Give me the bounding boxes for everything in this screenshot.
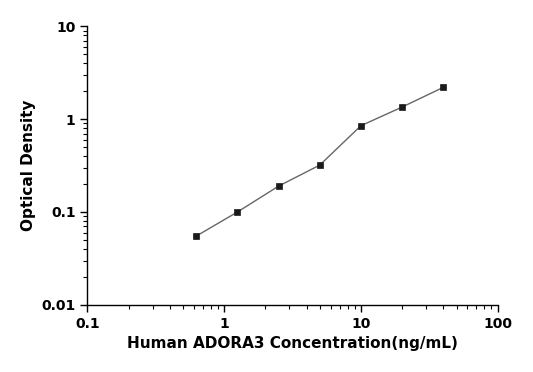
X-axis label: Human ADORA3 Concentration(ng/mL): Human ADORA3 Concentration(ng/mL) bbox=[127, 336, 458, 351]
Y-axis label: Optical Density: Optical Density bbox=[21, 100, 36, 231]
